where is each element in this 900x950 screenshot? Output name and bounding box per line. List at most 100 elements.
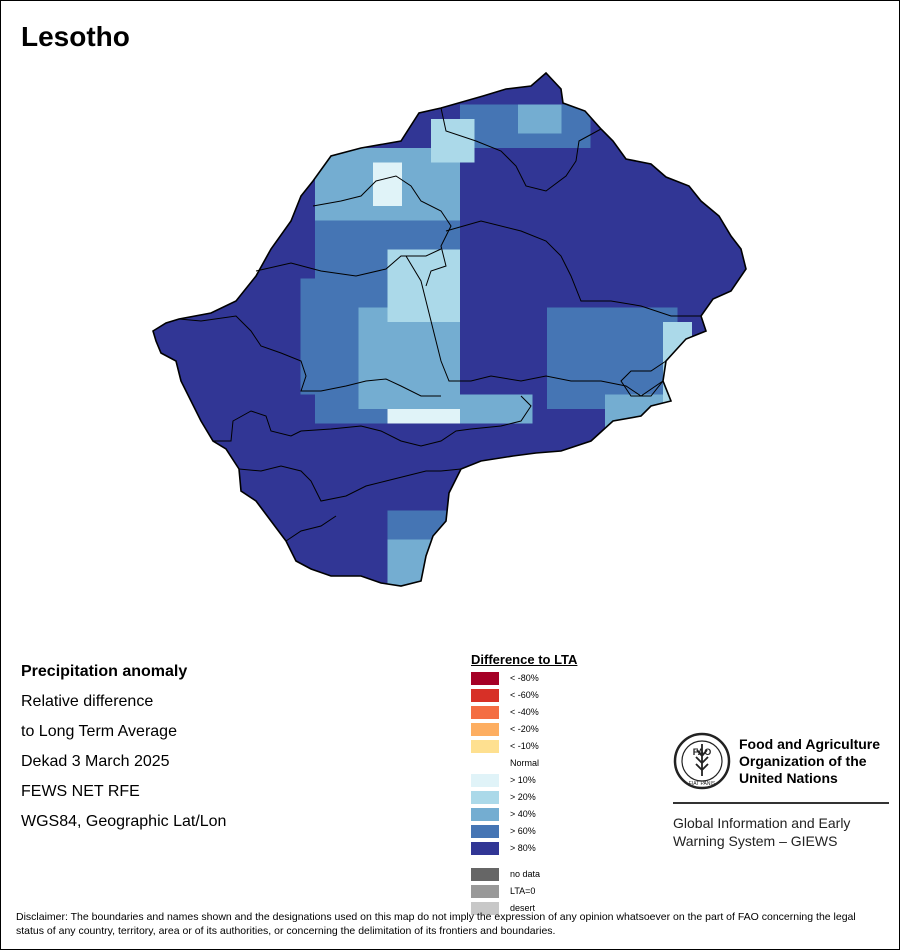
raster-cell <box>242 220 258 236</box>
raster-cell <box>271 293 287 309</box>
raster-cell <box>228 365 244 381</box>
raster-cell <box>344 481 360 497</box>
raster-cell <box>416 162 432 178</box>
raster-cell <box>648 438 664 454</box>
raster-cell <box>460 73 476 77</box>
raster-cell <box>721 307 737 323</box>
raster-cell <box>634 438 650 454</box>
raster-cell <box>271 467 287 483</box>
raster-cell <box>329 133 345 149</box>
raster-cell <box>706 322 722 338</box>
raster-cell <box>402 307 418 323</box>
raster-cell <box>706 148 722 164</box>
raster-cell <box>547 423 563 439</box>
raster-cell <box>315 191 331 207</box>
raster-cell <box>228 583 244 586</box>
raster-cell <box>547 278 563 294</box>
raster-cell <box>213 278 229 294</box>
raster-cell <box>547 583 563 586</box>
raster-cell <box>677 249 693 265</box>
raster-cell <box>445 322 461 338</box>
raster-cell <box>663 220 679 236</box>
raster-cell <box>155 220 171 236</box>
raster-cell <box>445 423 461 439</box>
raster-cell <box>547 133 563 149</box>
raster-cell <box>300 510 316 526</box>
raster-cell <box>445 293 461 309</box>
raster-cell <box>706 583 722 586</box>
raster-cell <box>387 191 403 207</box>
raster-cell <box>750 496 765 511</box>
raster-cell <box>416 249 432 265</box>
raster-cell <box>153 365 157 381</box>
raster-cell <box>706 481 722 497</box>
raster-cell <box>605 438 621 454</box>
raster-cell <box>358 307 374 323</box>
raster-cell <box>663 525 679 541</box>
raster-cell <box>750 409 765 424</box>
raster-cell <box>474 264 490 280</box>
raster-cell <box>692 525 708 541</box>
raster-cell <box>257 336 273 352</box>
raster-cell <box>387 365 403 381</box>
raster-cell <box>155 380 171 396</box>
raster-cell <box>329 510 345 526</box>
raster-cell <box>605 162 621 178</box>
raster-cell <box>300 481 316 497</box>
raster-cell <box>300 380 316 396</box>
raster-cell <box>153 119 157 135</box>
raster-cell <box>402 322 418 338</box>
raster-cell <box>344 554 360 570</box>
raster-cell <box>489 496 505 512</box>
raster-cell <box>373 510 389 526</box>
raster-cell <box>663 249 679 265</box>
raster-cell <box>184 235 200 251</box>
raster-cell <box>503 336 519 352</box>
raster-cell <box>750 351 765 366</box>
raster-cell <box>547 409 563 425</box>
raster-cell <box>576 235 592 251</box>
raster-cell <box>634 598 649 613</box>
raster-cell <box>489 162 505 178</box>
branding-divider <box>673 802 889 804</box>
raster-cell <box>532 278 548 294</box>
raster-cell <box>445 525 461 541</box>
raster-cell <box>402 336 418 352</box>
raster-cell <box>460 75 476 91</box>
raster-cell <box>619 90 635 106</box>
raster-cell <box>344 583 360 586</box>
raster-cell <box>619 394 635 410</box>
raster-cell <box>706 191 722 207</box>
raster-cell <box>242 307 258 323</box>
raster-cell <box>706 409 722 425</box>
legend-swatch <box>471 791 499 804</box>
raster-cell <box>257 119 273 135</box>
raster-cell <box>706 235 722 251</box>
raster-cell <box>373 467 389 483</box>
raster-cell <box>590 409 606 425</box>
raster-cell <box>576 409 592 425</box>
raster-cell <box>503 90 519 106</box>
raster-cell <box>648 409 664 425</box>
raster-cell <box>532 264 548 280</box>
raster-cell <box>431 119 447 135</box>
raster-cell <box>619 496 635 512</box>
raster-cell <box>315 539 331 555</box>
raster-cell <box>445 148 461 164</box>
raster-cell <box>155 104 171 120</box>
raster-cell <box>547 307 563 323</box>
raster-cell <box>358 438 374 454</box>
raster-cell <box>431 322 447 338</box>
raster-cell <box>257 73 273 77</box>
raster-cell <box>329 583 345 586</box>
raster-cell <box>387 423 403 439</box>
raster-cell <box>431 568 447 584</box>
fao-logo-text: FAO <box>693 747 712 757</box>
legend-swatch <box>471 885 499 898</box>
raster-cell <box>300 322 316 338</box>
raster-cell <box>460 133 476 149</box>
raster-cell <box>358 322 374 338</box>
raster-cell <box>199 191 215 207</box>
raster-cell <box>735 481 746 497</box>
raster-cell <box>358 206 374 222</box>
